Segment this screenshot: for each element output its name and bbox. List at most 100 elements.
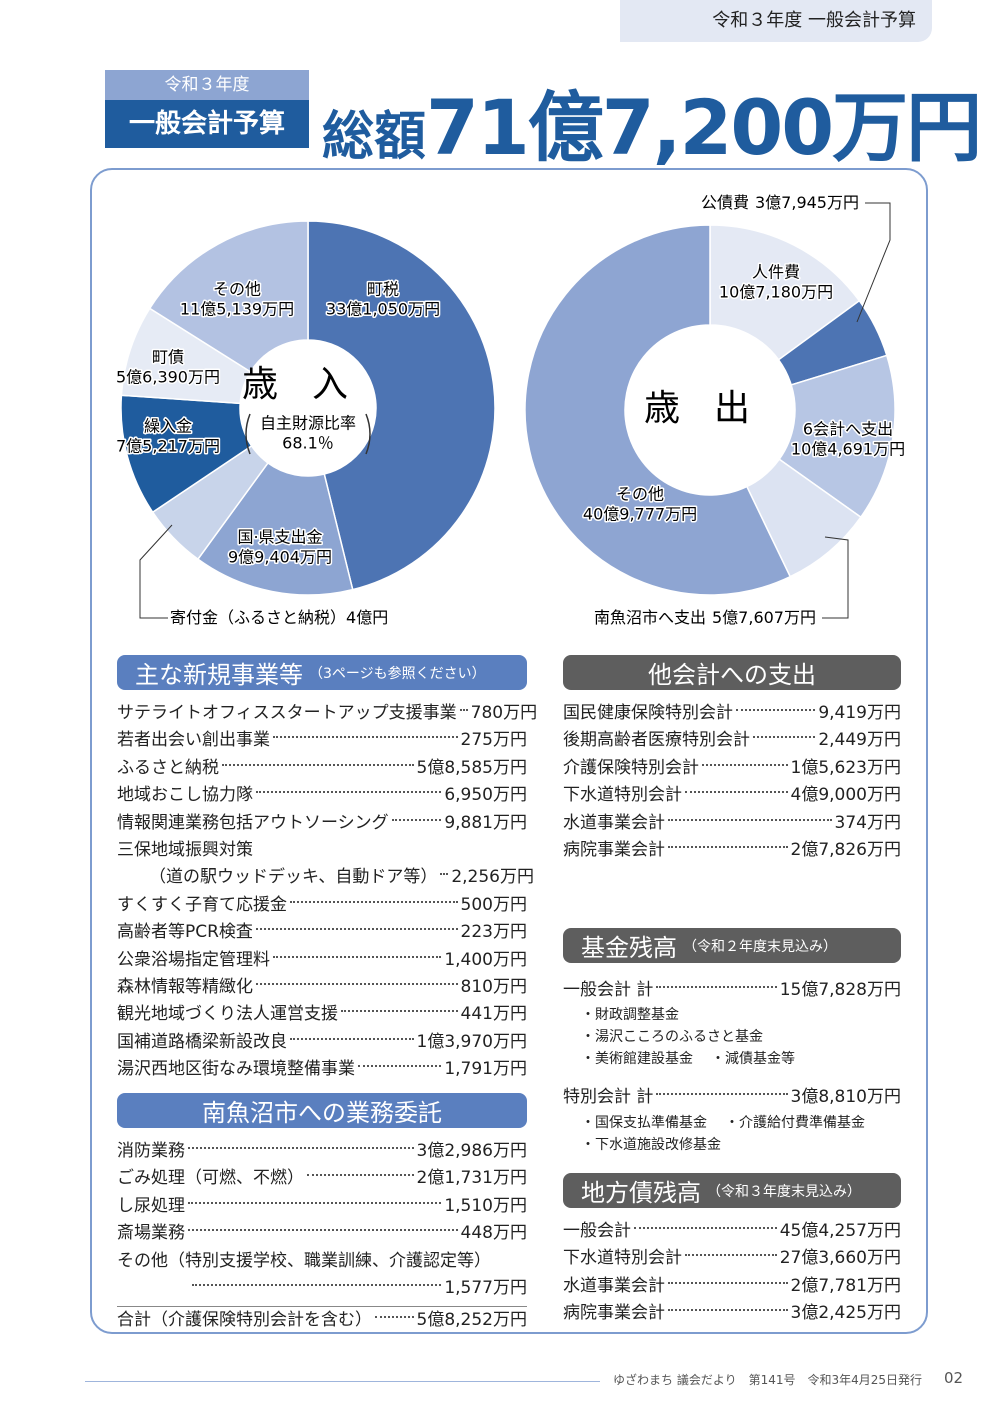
section-subtitle: （令和３年度末見込み） (707, 1183, 861, 1200)
value-label: 5億6,390万円 (116, 368, 220, 387)
row: 水道事業会計 2億7,781万円 (563, 1273, 901, 1300)
item-name: 若者出会い創出事業 (117, 730, 270, 751)
category: その他 (213, 280, 261, 299)
leader-line (139, 524, 173, 619)
panel (90, 168, 928, 1334)
item-name: 湯沢西地区街なみ環境整備事業 (117, 1059, 355, 1080)
leader (668, 1281, 788, 1284)
item-name: 特別会計 計 (563, 1087, 654, 1108)
item-amount: 500万円 (460, 894, 527, 915)
leader (273, 736, 458, 739)
section: 基金残高 （令和２年度末見込み） 一般会計 計 15億7,828万円財政調整基金湯沢こ… (563, 928, 901, 1170)
row: 公衆浴場指定管理料 1,400万円 (117, 947, 527, 974)
bracket (365, 413, 371, 455)
footer-line (85, 1381, 600, 1382)
leader (358, 1065, 442, 1068)
item-amount: 810万円 (460, 976, 527, 997)
bracket (245, 413, 251, 455)
item-amount: 1億3,970万円 (416, 1031, 527, 1052)
item-name: ふるさと納税 (117, 757, 219, 778)
value-label: 11億5,139万円 (180, 300, 294, 319)
item-name: 地域おこし協力隊 (117, 785, 253, 806)
slice-label: 公債費 3億7,945万円 (701, 193, 859, 212)
leader (440, 873, 449, 876)
item-amount: 441万円 (460, 1004, 527, 1025)
bullet-item: 介護給付費準備基金 (725, 1115, 865, 1131)
spacer (563, 963, 901, 977)
bullet-item: 減債基金等 (711, 1051, 795, 1067)
value-label: 4億円 (346, 608, 388, 627)
leader (290, 1037, 414, 1040)
leader (341, 1010, 458, 1013)
item-amount: 1億5,623万円 (790, 757, 901, 778)
leader (188, 1201, 442, 1204)
value-label: 10億7,180万円 (719, 283, 833, 302)
item-name: 水道事業会計 (563, 812, 665, 833)
category: その他 (616, 485, 664, 504)
row: 一般会計 計 15億7,828万円 (563, 977, 901, 1004)
value-label: 40億9,777万円 (583, 505, 697, 524)
leader (668, 818, 832, 821)
section-header: 他会計への支出 (563, 655, 901, 690)
item-amount: 15億7,828万円 (779, 980, 901, 1000)
item-amount: 2億7,781万円 (790, 1275, 901, 1296)
item-amount: 223万円 (460, 922, 527, 943)
row: 観光地域づくり法人運営支援 441万円 (117, 1001, 527, 1028)
item-name: 一般会計 計 (563, 980, 654, 1000)
item-amount: 6,950万円 (444, 785, 527, 806)
leader (375, 1316, 414, 1319)
section-title: 基金残高 (581, 934, 677, 962)
item-name: 情報関連業務包括アウトソーシング (117, 812, 389, 833)
chart-title: 歳入 (242, 364, 382, 405)
note: 自主財源比率 (260, 414, 356, 433)
item-name: 国民健康保険特別会計 (563, 703, 733, 723)
title-year: 令和３年度 (105, 70, 309, 100)
row: 三保地域振興対策 (117, 837, 527, 864)
item-amount: 27億3,660万円 (779, 1248, 901, 1269)
row: 湯沢西地区街なみ環境整備事業 1,791万円 (117, 1056, 527, 1083)
item-name: その他（特別支援学校、職業訓練、介護認定等） (117, 1250, 491, 1271)
item-amount: 3億2,986万円 (416, 1141, 527, 1161)
row: 水道事業会計 374万円 (563, 810, 901, 837)
category: 町税 (367, 280, 399, 299)
row: サテライトオフィススタートアップ支援事業 780万円 (117, 700, 537, 727)
item-name: 介護保険特別会計 (563, 757, 699, 778)
section-title: 南魚沼市への業務委託 (202, 1099, 442, 1127)
section-header: 南魚沼市への業務委託 (117, 1093, 527, 1128)
item-amount: 1,400万円 (444, 949, 527, 970)
row: 国補道路橋梁新設改良 1億3,970万円 (117, 1029, 527, 1056)
item-name: 三保地域振興対策 (117, 839, 253, 860)
slice (196, 461, 354, 596)
spacer (117, 1128, 527, 1138)
leader (290, 900, 458, 903)
bullet-item: 湯沢こころのふるさと基金 (581, 1029, 763, 1045)
spacer (563, 1156, 901, 1170)
row: 若者出会い創出事業 275万円 (117, 727, 527, 754)
bullet-line: 財政調整基金 (563, 1004, 901, 1026)
item-name: 一般会計 (563, 1221, 631, 1241)
category: 人件費 (752, 263, 800, 282)
item-amount: 5億8,585万円 (416, 757, 527, 778)
spacer (563, 1208, 901, 1218)
item-name: 下水道特別会計 (563, 785, 682, 806)
row: 1,577万円 (117, 1275, 527, 1302)
charts: 町税33億1,050万円国·県支出金9億9,404万円寄付金（ふるさと納税）4億… (115, 191, 907, 628)
leader (685, 1254, 777, 1257)
value-label: 10億4,691万円 (791, 440, 905, 459)
slice (709, 224, 861, 361)
category: 町債 (152, 348, 184, 367)
header-tag: 令和３年度 一般会計予算 (620, 0, 932, 42)
item-name: し尿処理 (117, 1195, 185, 1216)
item-name: 下水道特別会計 (563, 1248, 682, 1269)
bullet-item: 国保支払準備基金 (581, 1115, 707, 1131)
total-label: 総額 (322, 107, 427, 167)
leader (668, 1309, 788, 1312)
leader (668, 845, 788, 848)
row: 情報関連業務包括アウトソーシング 9,881万円 (117, 810, 527, 837)
category: 南魚沼市へ支出 (594, 608, 706, 627)
item-name: 後期高齢者医療特別会計 (563, 730, 750, 751)
value-label: 3億7,945万円 (755, 193, 859, 212)
item-name: サテライトオフィススタートアップ支援事業 (117, 703, 457, 723)
item-amount: 1,577万円 (444, 1277, 527, 1298)
